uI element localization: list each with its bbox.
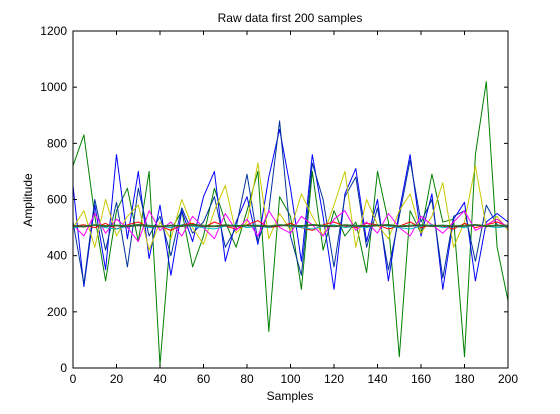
x-tick-label: 20 <box>110 372 124 386</box>
y-tick-label: 200 <box>47 305 67 319</box>
x-tick-label: 140 <box>367 372 387 386</box>
y-axis-label: Amplitude <box>21 173 35 227</box>
x-tick-label: 120 <box>324 372 344 386</box>
chart-title: Raw data first 200 samples <box>218 11 363 25</box>
plot-area <box>73 31 508 368</box>
y-tick-label: 400 <box>47 249 67 263</box>
series-line-6 <box>72 210 509 243</box>
y-tick-label: 1200 <box>40 24 67 38</box>
series-line-1 <box>72 81 509 366</box>
x-tick-label: 80 <box>240 372 254 386</box>
x-tick-label: 60 <box>197 372 211 386</box>
x-axis-label: Samples <box>267 389 314 403</box>
y-tick-label: 1000 <box>40 80 67 94</box>
y-tick-label: 0 <box>60 361 67 375</box>
x-tick-label: 40 <box>153 372 167 386</box>
series-line-8 <box>72 224 509 228</box>
x-tick-label: 200 <box>498 372 518 386</box>
y-tick-label: 800 <box>47 136 67 150</box>
y-tick-label: 600 <box>47 193 67 207</box>
x-tick-label: 160 <box>411 372 431 386</box>
x-tick-label: 0 <box>70 372 77 386</box>
x-tick-label: 180 <box>454 372 474 386</box>
series-line-4 <box>72 162 509 251</box>
series-line-9 <box>72 224 509 227</box>
x-tick-label: 100 <box>280 372 300 386</box>
